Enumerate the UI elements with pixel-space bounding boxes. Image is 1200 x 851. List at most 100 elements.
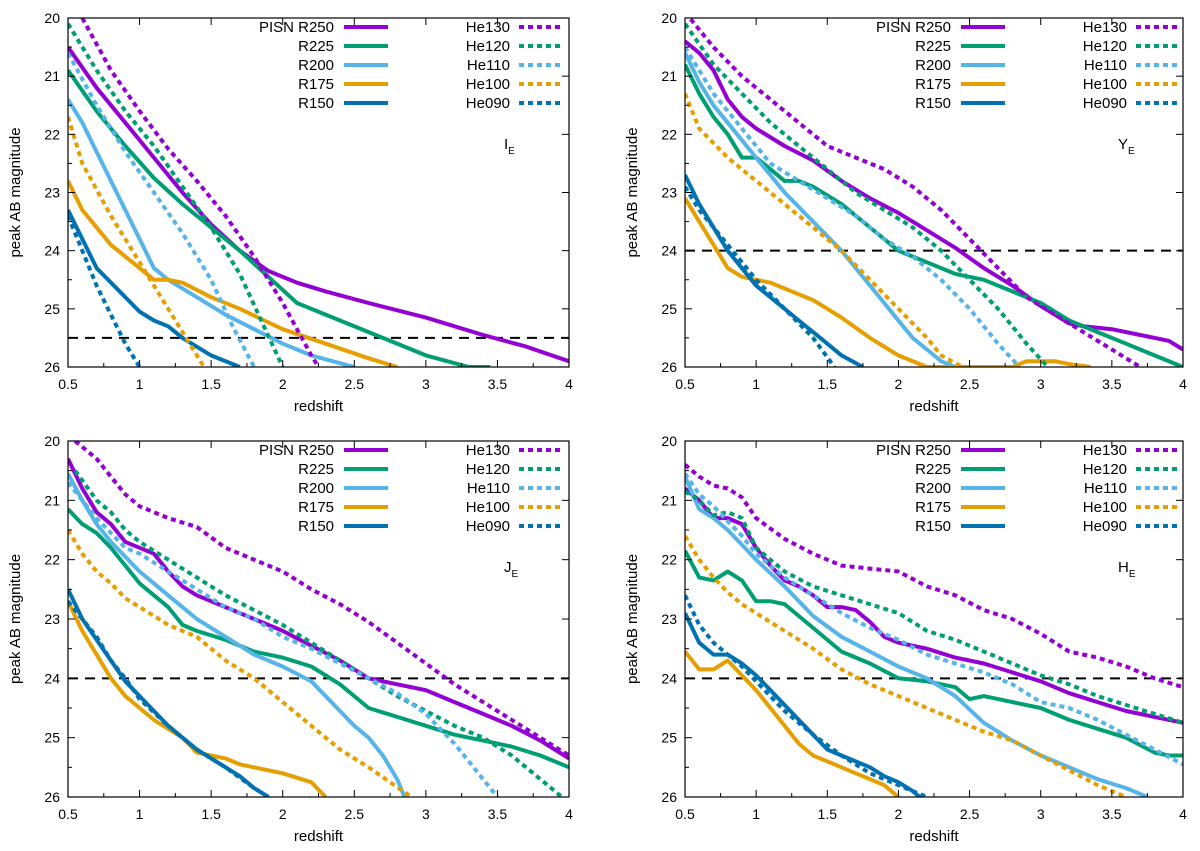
x-tick-label: 1 (752, 806, 760, 822)
x-axis-title: redshift (909, 398, 959, 415)
legend-label: He110 (1084, 480, 1127, 497)
x-tick-label: 3.5 (488, 806, 508, 822)
series-line-he110 (68, 481, 499, 797)
series-line-r175 (68, 180, 398, 367)
legend-label: He130 (466, 19, 510, 36)
series-line-he100 (68, 116, 206, 367)
y-tick-label: 21 (661, 492, 677, 508)
series-line-he100 (685, 534, 1127, 797)
series-line-he100 (685, 92, 964, 367)
x-tick-label: 1 (136, 376, 144, 392)
series-line-r175 (685, 197, 1091, 367)
x-tick-label: 4 (565, 806, 573, 822)
series-group (68, 441, 569, 797)
legend-label: He110 (1084, 57, 1127, 74)
y-tick-label: 20 (661, 10, 677, 26)
y-tick-label: 22 (44, 552, 60, 568)
series-line-he100 (68, 528, 413, 797)
x-tick-label: 3.5 (1102, 806, 1122, 822)
y-tick-label: 23 (44, 185, 60, 201)
legend-label: PISN R250 (876, 19, 951, 36)
legend-label: R225 (915, 38, 951, 55)
y-tick-label: 20 (44, 10, 60, 26)
x-axis-title: redshift (909, 828, 959, 845)
x-tick-label: 0.5 (58, 806, 78, 822)
y-tick-label: 24 (44, 670, 60, 686)
series-line-r225 (685, 549, 1183, 758)
legend-label: R175 (915, 499, 951, 516)
x-tick-label: 2.5 (960, 376, 980, 392)
series-group (68, 18, 569, 367)
y-tick-label: 21 (44, 68, 60, 84)
x-tick-label: 2 (279, 376, 287, 392)
x-tick-label: 4 (565, 376, 573, 392)
series-line-r200 (685, 52, 957, 367)
x-axis-title: redshift (294, 828, 344, 845)
legend-label: R175 (915, 76, 951, 93)
series-line-r175 (685, 650, 900, 797)
x-tick-label: 2 (895, 806, 903, 822)
legend-label: R200 (298, 57, 334, 74)
chart-panel-3: 0.5 1 1.5 2 2.5 3 3.5 4 20 21 22 23 24 25 26 redshift pe… (624, 433, 1187, 845)
legend-label: R225 (915, 461, 951, 478)
band-label: YE (1118, 136, 1135, 157)
legend-label: He110 (467, 480, 510, 497)
legend-label: He120 (1083, 461, 1127, 478)
chart-panel-0: 0.5 1 1.5 2 2.5 3 3.5 4 20 21 22 23 24 25 26 redshift pe… (7, 10, 573, 415)
x-tick-label: 2 (895, 376, 903, 392)
legend-label: R150 (298, 518, 334, 535)
y-tick-label: 26 (661, 789, 677, 805)
legend: PISN R250 R225 R200 R175 R150 He130 He120 He110… (876, 442, 1180, 535)
y-tick-label: 22 (44, 126, 60, 142)
x-tick-label: 2.5 (345, 376, 365, 392)
legend-label: He100 (466, 499, 510, 516)
legend-label: R150 (298, 95, 334, 112)
x-tick-label: 0.5 (675, 806, 695, 822)
series-line-r150 (685, 174, 864, 367)
series-line-r225 (68, 507, 569, 770)
series-line-pisn-r250 (685, 486, 1183, 725)
legend-label: PISN R250 (259, 19, 334, 36)
band-label: JE (504, 559, 519, 580)
legend-label: R175 (298, 499, 334, 516)
x-tick-label: 1 (752, 376, 760, 392)
legend-label: He120 (1083, 38, 1127, 55)
legend-label: R200 (915, 57, 951, 74)
legend-label: R175 (298, 76, 334, 93)
legend-label: R150 (915, 518, 951, 535)
legend-label: He130 (1083, 19, 1127, 36)
band-subscript: E (512, 569, 519, 580)
series-line-r225 (68, 69, 491, 367)
series-line-he090 (685, 594, 928, 797)
x-tick-label: 4 (1179, 806, 1187, 822)
x-tick-label: 1.5 (201, 376, 221, 392)
x-tick-label: 1.5 (818, 806, 838, 822)
series-line-he130 (73, 441, 569, 758)
series-line-pisn-r250 (685, 39, 1183, 352)
x-axis-title: redshift (294, 398, 344, 415)
series-line-he130 (687, 18, 1142, 367)
legend-label: He130 (466, 442, 510, 459)
y-tick-label: 23 (44, 611, 60, 627)
band-subscript: E (508, 146, 515, 157)
series-line-he110 (685, 472, 1183, 767)
y-tick-label: 25 (661, 301, 677, 317)
y-tick-label: 20 (661, 433, 677, 449)
y-tick-label: 21 (661, 68, 677, 84)
series-line-he130 (80, 18, 321, 367)
legend-label: He100 (1083, 499, 1127, 516)
y-tick-label: 24 (661, 243, 677, 259)
series-line-he130 (685, 463, 1183, 690)
y-tick-label: 23 (661, 611, 677, 627)
band-subscript: E (1128, 146, 1135, 157)
legend-label: He100 (1083, 76, 1127, 93)
x-tick-label: 1 (136, 806, 144, 822)
x-tick-label: 3 (1037, 806, 1045, 822)
y-tick-label: 25 (44, 301, 60, 317)
series-line-r200 (68, 98, 355, 367)
legend-label: He110 (467, 57, 510, 74)
legend-label: He090 (466, 518, 510, 535)
x-tick-label: 1.5 (818, 376, 838, 392)
legend-label: He090 (466, 95, 510, 112)
x-tick-label: 3 (422, 806, 430, 822)
